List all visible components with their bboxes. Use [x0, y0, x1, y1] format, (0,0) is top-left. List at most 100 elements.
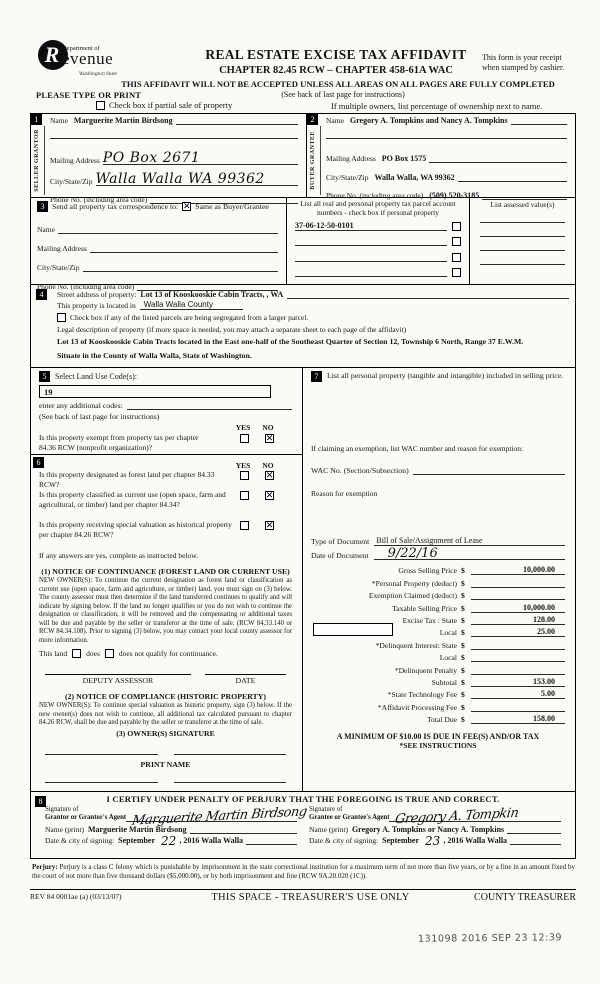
- personal-property-label: List all personal property (tangible and…: [327, 371, 564, 380]
- form-title: REAL ESTATE EXCISE TAX AFFIDAVIT: [205, 47, 467, 62]
- deputy-assessor-line[interactable]: DEPUTY ASSESSOR: [45, 674, 191, 685]
- partial-sale-checkbox[interactable]: [96, 100, 105, 110]
- buyer-name-extra-line[interactable]: [326, 138, 567, 139]
- assessed-line-4[interactable]: [480, 264, 565, 265]
- section-8-number: 8: [35, 796, 46, 807]
- type-or-print-label: PLEASE TYPE OR PRINT: [36, 90, 142, 100]
- seller-city-label: City/State/Zip: [50, 177, 93, 186]
- does-label: does: [86, 649, 100, 658]
- legal-description-value: Lot 13 of Kooskooskie Cabin Tracts locat…: [57, 336, 524, 346]
- exempt-yes-checkbox[interactable]: [240, 434, 249, 443]
- see-back-note: (See back of last page for instructions): [281, 90, 405, 99]
- seller-city-line[interactable]: Walla Walla WA 99362: [95, 172, 298, 186]
- buyer-grantee-side-label: BUYER GRANTEE: [307, 126, 321, 195]
- if-yes-note: If any answers are yes, complete as inst…: [39, 551, 199, 560]
- does-not-label: does not qualify for continuance.: [118, 649, 218, 658]
- assessed-line-1[interactable]: [480, 222, 565, 223]
- seller-mailing-label: Mailing Address: [50, 156, 100, 165]
- parcel-personal-checkbox-4[interactable]: [452, 268, 461, 278]
- send-correspondence-label: Send all property tax correspondence to:: [52, 202, 179, 211]
- seller-mailing-line[interactable]: PO Box 2671: [102, 151, 298, 165]
- grantor-signature-line[interactable]: Marguerite Martin Birdsong: [126, 804, 308, 829]
- corr-city-line[interactable]: [82, 271, 278, 272]
- located-in-line[interactable]: Walla Walla County: [139, 300, 243, 310]
- see-back-instructions: (See back of last page for instructions): [39, 412, 160, 421]
- buyer-mailing-value: PO Box 1575: [381, 154, 427, 163]
- parcel-personal-checkbox-1[interactable]: [452, 221, 461, 231]
- exempt-no-checkbox[interactable]: ✕: [265, 432, 274, 443]
- street-address-line[interactable]: [287, 297, 569, 299]
- seller-name-line[interactable]: [175, 124, 298, 125]
- parcel-line-2[interactable]: [295, 245, 447, 247]
- buyer-name-line[interactable]: [510, 124, 567, 125]
- buyer-mailing-line[interactable]: [429, 162, 567, 163]
- treasurer-use-only-label: THIS SPACE - TREASURER'S USE ONLY: [211, 892, 410, 903]
- print-name-line-2[interactable]: [173, 781, 286, 783]
- seller-name-label: Name: [50, 116, 68, 125]
- historic-no-checkbox[interactable]: ✕: [265, 519, 274, 530]
- print-name-line-1[interactable]: [45, 781, 158, 783]
- no-header-2: NO: [262, 461, 274, 470]
- additional-codes-line[interactable]: [126, 408, 292, 410]
- fee-row-excise-state: Excise Tax : State $ 128.00: [311, 613, 565, 625]
- property-address-section: 4 Street address of property: Lot 13 of …: [31, 285, 575, 368]
- owner-signature-line-1[interactable]: [45, 753, 158, 755]
- date-of-document-line[interactable]: 9/22/16: [373, 547, 565, 560]
- type-of-document-line[interactable]: Bill of Sale/Assignment of Lease: [374, 536, 565, 546]
- land-does-checkbox[interactable]: [72, 649, 82, 658]
- parcel-personal-checkbox-2[interactable]: [452, 237, 461, 247]
- fee-row-tech-fee: *State Technology Fee $ 5.00: [311, 687, 565, 700]
- grantee-signature-line[interactable]: Gregory A. Tompkin: [389, 806, 561, 827]
- parcel-personal-checkbox-3[interactable]: [452, 252, 461, 262]
- segregated-checkbox[interactable]: [57, 313, 66, 322]
- land-does-not-checkbox[interactable]: [104, 649, 114, 658]
- fee-row-delinquent-interest-state: *Delinquent Interest: State $: [311, 637, 565, 650]
- parcel-line-3[interactable]: [295, 260, 447, 262]
- segregated-label: Check box if any of the listed parcels a…: [70, 313, 309, 322]
- corr-name-line[interactable]: [57, 233, 278, 234]
- historic-yes-checkbox[interactable]: [240, 521, 249, 530]
- grantor-signature-of-label: Signature of: [45, 806, 79, 814]
- seller-name-extra-line[interactable]: [50, 138, 298, 139]
- section-4-number: 4: [36, 289, 47, 300]
- section-5-number: 5: [39, 371, 50, 382]
- forest-question: Is this property designated as forest la…: [39, 470, 215, 489]
- buyer-city-line[interactable]: [457, 181, 567, 182]
- same-as-buyer-checkbox[interactable]: ✕: [182, 200, 192, 211]
- fee-row-local: Local $ 25.00: [311, 623, 565, 638]
- fee-row-gross: Gross Selling Price $ 10,000.00: [311, 563, 565, 576]
- corr-phone-line[interactable]: [137, 290, 278, 291]
- classification-section: 6 YES NO Is this property designated as …: [31, 455, 302, 791]
- forest-yes-checkbox[interactable]: [240, 471, 249, 480]
- buyer-city-value: Walla Walla, WA 99362: [374, 173, 455, 182]
- section-1-number: 1: [31, 114, 42, 125]
- seller-phone-line[interactable]: [150, 203, 298, 204]
- assessed-line-2[interactable]: [480, 236, 565, 237]
- assessed-header: List assessed value(s): [490, 200, 555, 209]
- date-line[interactable]: DATE: [204, 674, 286, 685]
- grantee-name-print-label: Name (print): [309, 824, 348, 834]
- seller-city-value: Walla Walla WA 99362: [95, 171, 265, 187]
- grantee-date-month: September: [382, 836, 420, 845]
- section-2-number: 2: [307, 114, 318, 125]
- owner-signature-line-2[interactable]: [173, 753, 286, 755]
- minimum-fee-note: A MINIMUM OF $10.00 IS DUE IN FEE(S) AND…: [336, 732, 540, 742]
- notice-compliance-title: (2) NOTICE OF COMPLIANCE (HISTORIC PROPE…: [65, 692, 266, 701]
- fee-row-processing-fee: *Affidavit Processing Fee $: [311, 699, 565, 712]
- parcel-line-4[interactable]: [295, 276, 447, 278]
- forest-no-checkbox[interactable]: ✕: [265, 469, 274, 480]
- land-use-code-box[interactable]: 19: [39, 385, 271, 398]
- corr-mailing-line[interactable]: [89, 252, 278, 253]
- wac-line[interactable]: [412, 474, 565, 475]
- assessed-line-3[interactable]: [480, 250, 565, 251]
- no-header: NO: [262, 423, 274, 432]
- date-of-document-label: Date of Document: [311, 551, 369, 560]
- current-use-question: Is this property classified as current u…: [39, 490, 226, 509]
- buyer-phone-line[interactable]: [482, 199, 567, 200]
- current-no-checkbox[interactable]: ✕: [265, 489, 274, 500]
- grantor-date-day: 22: [161, 834, 177, 848]
- current-yes-checkbox[interactable]: [240, 491, 249, 500]
- seller-section: 1 SELLER GRANTOR Name Marguerite Martin …: [31, 114, 307, 204]
- grantor-date-city-label: Date & city of signing:: [45, 836, 115, 845]
- parcel-line-1[interactable]: 37-06-12-50-0101: [295, 221, 447, 231]
